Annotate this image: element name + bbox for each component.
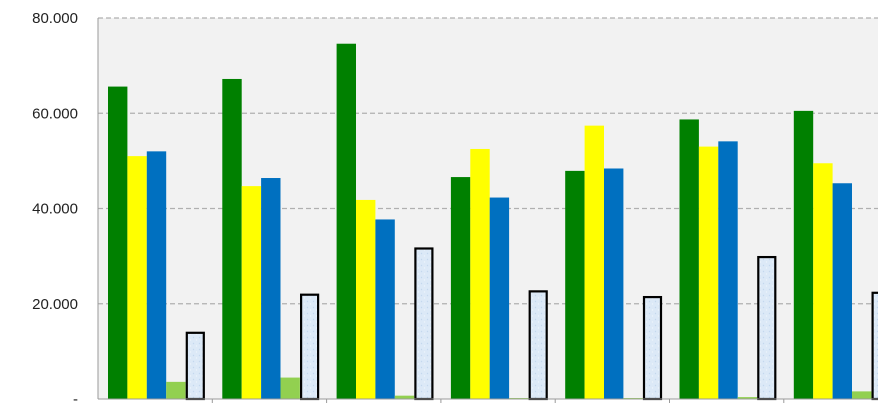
bars: [108, 43, 878, 401]
y-tick-label: 80.000: [32, 10, 78, 27]
y-tick-label: -: [73, 391, 78, 404]
bar: [584, 125, 604, 399]
bar: [414, 247, 434, 401]
bar: [470, 148, 490, 399]
bar: [737, 397, 758, 399]
y-tick-label: 40.000: [32, 201, 78, 218]
bar: [146, 151, 167, 399]
y-tick-label: 60.000: [32, 105, 78, 122]
bar: [108, 86, 128, 399]
bar: [356, 199, 376, 399]
bar: [185, 331, 205, 401]
axes: [97, 18, 878, 403]
bar: [871, 291, 878, 401]
bar: [813, 163, 833, 399]
bar: [718, 141, 738, 399]
bar: [241, 186, 262, 399]
bar: [222, 78, 242, 400]
bar: [698, 146, 719, 399]
bar: [280, 377, 300, 399]
bar: [450, 177, 471, 399]
bar: [489, 197, 510, 399]
bar: [642, 295, 663, 401]
bar: [565, 170, 585, 399]
bar: [261, 178, 281, 399]
bar: [528, 290, 548, 401]
bar: [832, 183, 852, 399]
bar: [166, 381, 186, 399]
bar: [793, 110, 814, 400]
y-tick-label: 20.000: [32, 296, 78, 313]
bar: [336, 43, 356, 399]
bar: [757, 255, 777, 401]
bar: [679, 119, 699, 399]
y-tick-labels: - 20.000 40.000 60.000 80.000: [32, 10, 78, 404]
bar: [127, 156, 147, 399]
bar: [300, 293, 320, 401]
bar: [604, 168, 624, 399]
bar: [852, 391, 872, 399]
bar: [375, 219, 395, 399]
bar: [394, 395, 415, 399]
